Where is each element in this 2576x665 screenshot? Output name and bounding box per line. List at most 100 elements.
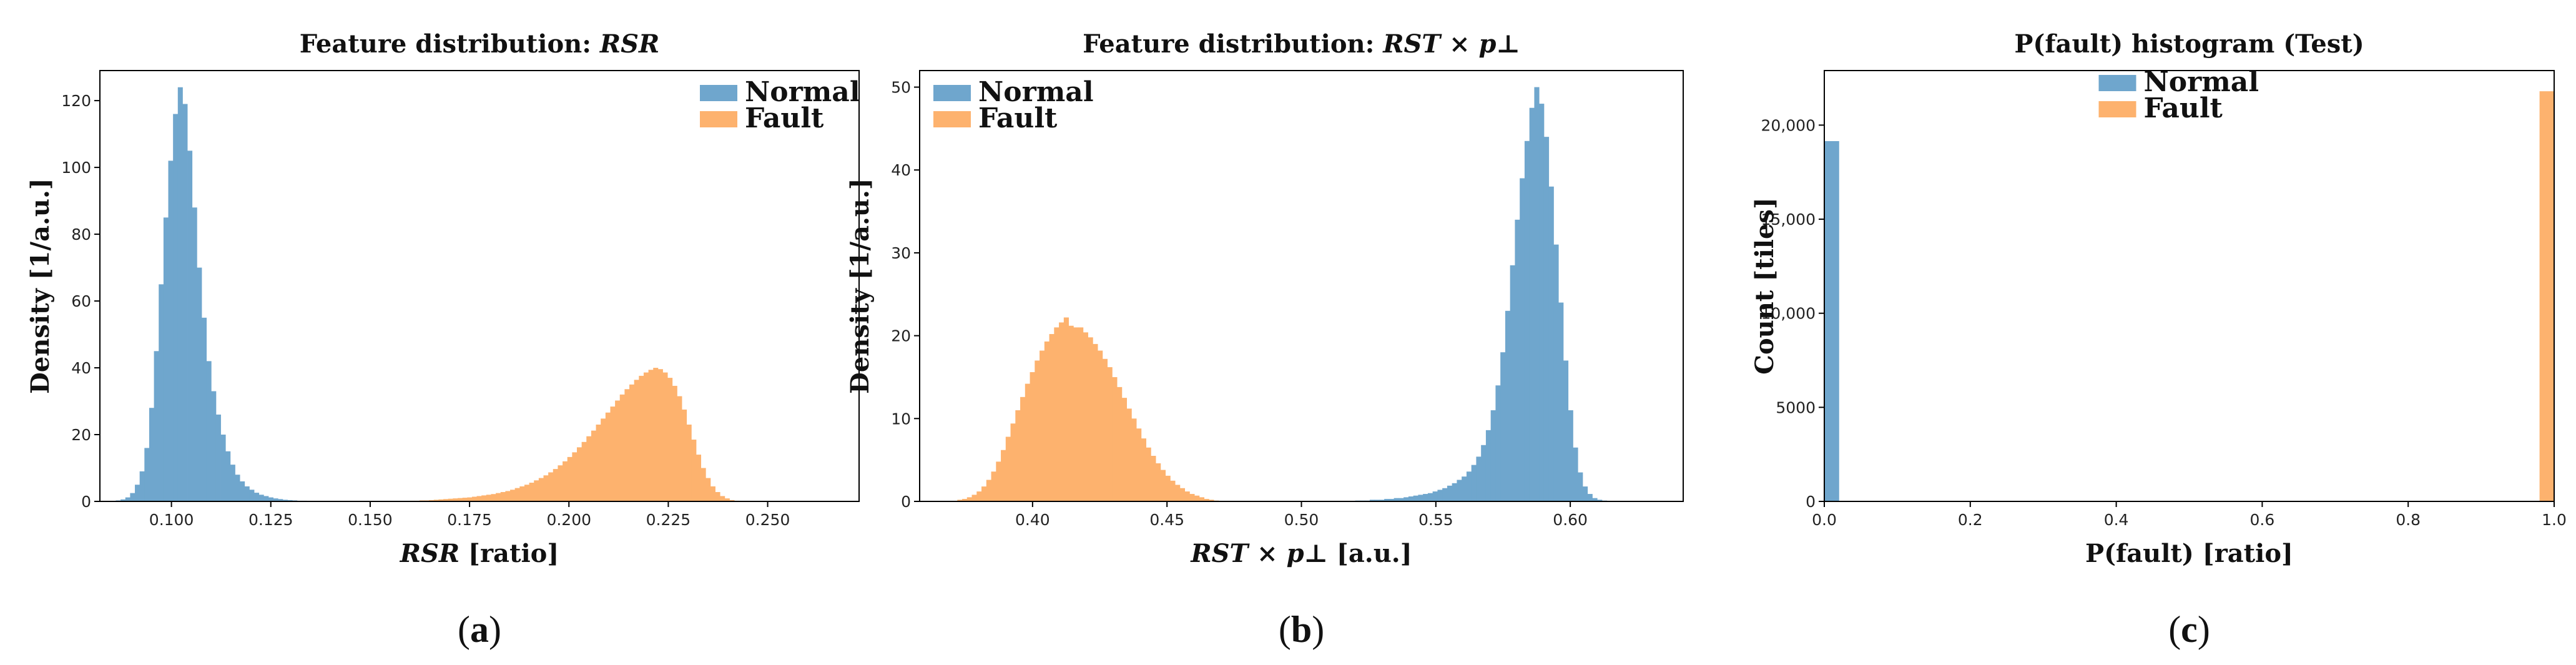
bar-normal bbox=[1529, 107, 1535, 501]
bar-normal bbox=[1495, 385, 1501, 501]
bar-fault bbox=[639, 375, 644, 501]
bar-fault bbox=[1131, 418, 1137, 501]
x-tick-label: 0.0 bbox=[1812, 511, 1837, 529]
bar-fault bbox=[1083, 332, 1088, 501]
panel-paren-close: ) bbox=[489, 609, 501, 650]
bar-fault bbox=[1121, 398, 1127, 501]
bar-normal bbox=[258, 495, 264, 501]
bar-normal bbox=[1597, 500, 1603, 501]
bar-fault bbox=[1040, 350, 1045, 501]
bar-fault bbox=[1044, 341, 1050, 501]
bar-normal bbox=[1374, 500, 1380, 501]
x-axis-label: RST × p⊥ [a.u.] bbox=[1190, 539, 1412, 568]
y-tick-label: 100 bbox=[61, 159, 91, 177]
x-tick-label: 0.100 bbox=[149, 511, 194, 529]
bar-fault bbox=[491, 494, 496, 501]
bar-normal bbox=[1500, 352, 1506, 501]
legend-label-normal: Normal bbox=[745, 76, 860, 108]
legend-swatch-fault bbox=[700, 111, 737, 127]
bar-fault bbox=[677, 396, 682, 501]
bar-normal bbox=[168, 160, 174, 502]
bar-fault bbox=[553, 469, 558, 501]
y-tick-label: 20,000 bbox=[1761, 116, 1816, 134]
panel-label: (b) bbox=[1279, 609, 1324, 650]
bar-fault bbox=[481, 495, 487, 501]
bar-fault bbox=[1001, 450, 1006, 501]
panel-paren-open: ( bbox=[458, 609, 470, 650]
title-prefix: P(fault) histogram (Test) bbox=[2014, 29, 2364, 59]
bar-normal bbox=[235, 475, 240, 501]
bar-normal bbox=[287, 500, 293, 501]
bar-normal bbox=[278, 499, 283, 501]
bar-normal bbox=[1418, 495, 1423, 501]
title-prefix: Feature distribution: bbox=[1083, 29, 1383, 59]
bar-fault bbox=[1098, 350, 1103, 501]
x-tick-label: 0.225 bbox=[646, 511, 691, 529]
bar-fault bbox=[1165, 475, 1171, 501]
panel-paren-close: ) bbox=[1312, 609, 1324, 650]
panel-paren-open: ( bbox=[2168, 609, 2181, 650]
chart-title: P(fault) histogram (Test) bbox=[2014, 29, 2364, 59]
bar-fault bbox=[1054, 327, 1059, 501]
y-tick-label: 0 bbox=[901, 493, 911, 511]
bar-fault bbox=[624, 389, 630, 501]
bar-fault bbox=[596, 424, 601, 501]
bar-normal bbox=[1592, 498, 1598, 501]
bar-normal bbox=[211, 391, 217, 501]
x-label-suffix: P(fault) [ratio] bbox=[2085, 539, 2293, 568]
y-axis-label: Density [1/a.u.] bbox=[26, 178, 55, 394]
bar-fault bbox=[1170, 480, 1176, 501]
bar-normal bbox=[282, 500, 288, 501]
bar-fault bbox=[610, 406, 616, 501]
bar-fault bbox=[605, 412, 611, 501]
bar-fault bbox=[534, 480, 539, 501]
x-label-math: RSR bbox=[400, 539, 460, 568]
bar-fault bbox=[1136, 428, 1142, 501]
bar-normal bbox=[1389, 499, 1395, 501]
bar-normal bbox=[268, 497, 273, 501]
x-tick-label: 0.150 bbox=[348, 511, 393, 529]
panel-label: (a) bbox=[458, 609, 501, 650]
bar-fault bbox=[581, 441, 587, 501]
chart-panel-a: Feature distribution: RSR 0.100 0.125 0.150… bbox=[26, 29, 860, 650]
bar-fault bbox=[720, 496, 725, 501]
bar-fault bbox=[710, 486, 715, 501]
bar-fault bbox=[448, 498, 453, 501]
bar-fault bbox=[1209, 500, 1214, 501]
bar-fault bbox=[981, 486, 987, 501]
panel-paren-open: ( bbox=[1279, 609, 1291, 650]
legend-label-fault: Fault bbox=[2144, 92, 2223, 124]
bar-normal bbox=[1432, 491, 1438, 501]
bar-fault bbox=[634, 380, 639, 501]
title-suffix: × p⊥ bbox=[1440, 29, 1520, 59]
bar-fault bbox=[524, 485, 529, 501]
series-fault bbox=[410, 368, 740, 501]
bar-normal bbox=[263, 496, 269, 501]
bar-fault bbox=[1160, 470, 1166, 501]
bar-normal bbox=[1582, 486, 1588, 501]
y-axis-label: Count [tiles] bbox=[1750, 197, 1779, 375]
x-label-suffix: [a.u.] bbox=[1328, 539, 1412, 568]
bar-fault bbox=[648, 370, 654, 501]
legend-label-fault: Fault bbox=[978, 102, 1058, 134]
bar-normal bbox=[125, 497, 130, 501]
bar-fault bbox=[519, 486, 525, 501]
bar-normal bbox=[1394, 498, 1399, 501]
bar-fault bbox=[643, 372, 649, 501]
legend-swatch-normal bbox=[700, 85, 737, 101]
bar-normal bbox=[1437, 490, 1443, 501]
bar-normal bbox=[139, 471, 145, 501]
bar-normal bbox=[220, 435, 226, 501]
bar-normal bbox=[1404, 497, 1409, 501]
x-tick-label: 0.250 bbox=[745, 511, 790, 529]
bar-fault bbox=[1005, 436, 1011, 501]
bar-normal bbox=[1369, 500, 1375, 501]
y-tick-label: 15,000 bbox=[1761, 210, 1816, 229]
y-tick-label: 20 bbox=[71, 426, 91, 444]
bar-normal bbox=[1548, 186, 1554, 501]
bar-fault bbox=[686, 424, 692, 501]
bar-normal bbox=[1587, 494, 1593, 501]
